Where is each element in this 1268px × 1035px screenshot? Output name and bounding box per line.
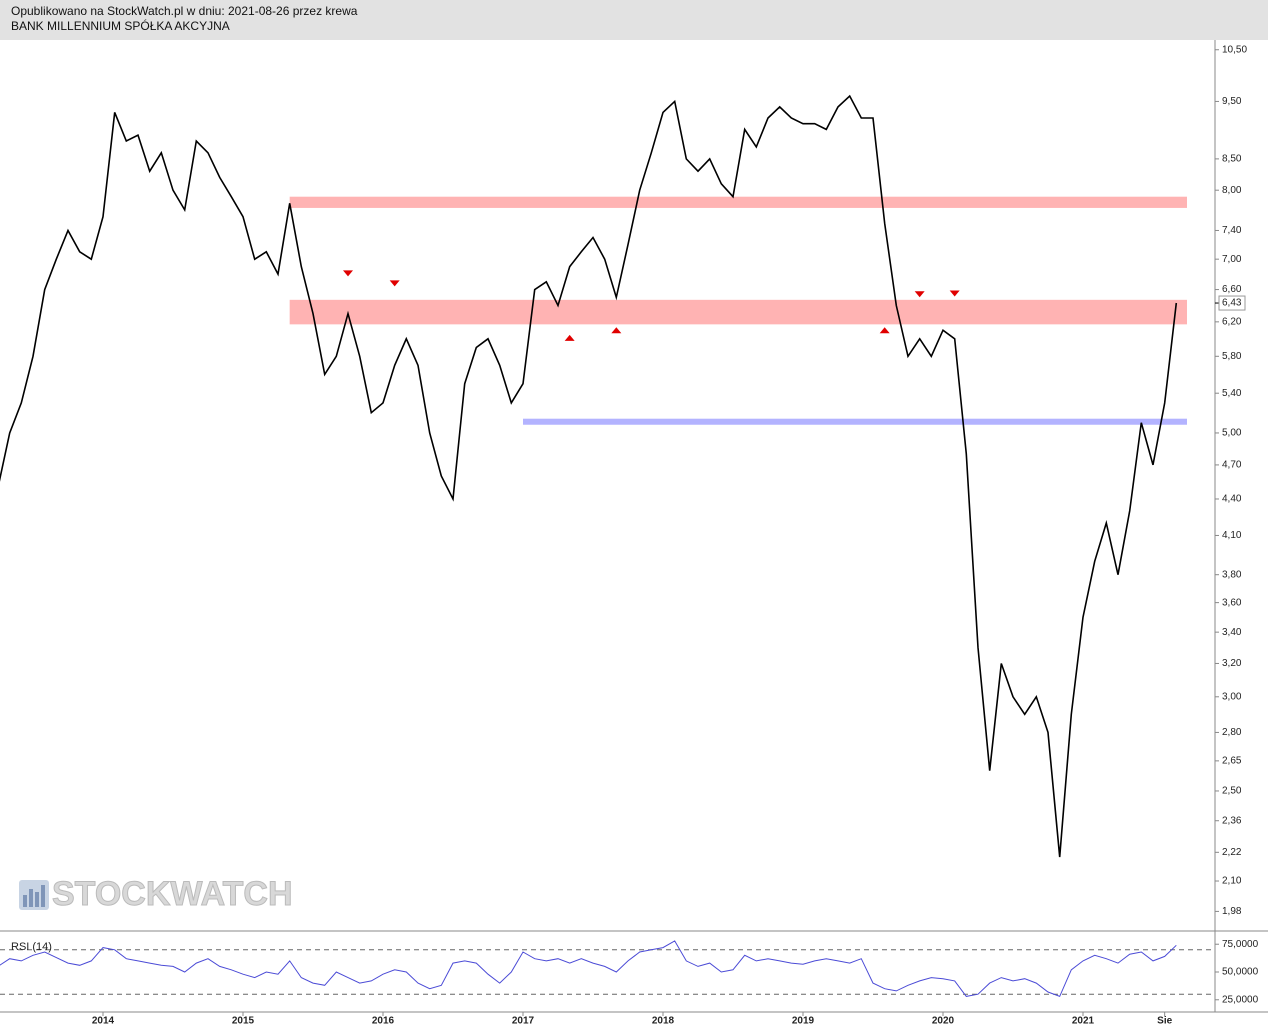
y-tick-label: 2,22	[1222, 847, 1242, 858]
signal-marker	[879, 327, 890, 334]
header-line: Opublikowano na StockWatch.pl w dniu: 20…	[11, 4, 358, 18]
last-price-box	[1218, 295, 1246, 311]
y-tick-label: 3,00	[1222, 691, 1242, 702]
watermark-text: STOCKWATCH	[52, 875, 293, 913]
y-tick-label: 3,60	[1222, 597, 1242, 608]
zone	[523, 418, 1187, 425]
x-tick-label: 2018	[652, 1016, 675, 1027]
y-tick-label: 25,0000	[1222, 994, 1259, 1005]
y-tick-label: 6,20	[1222, 316, 1242, 327]
x-tick-label: 2021	[1072, 1016, 1095, 1027]
signal-marker	[949, 290, 960, 297]
y-tick-label: 8,50	[1222, 154, 1242, 165]
y-tick-label: 75,0000	[1222, 939, 1259, 950]
y-tick-label: 1,98	[1222, 906, 1242, 917]
logo-bar	[41, 885, 45, 907]
y-tick-label: 7,40	[1222, 225, 1242, 236]
panel-title: RSI (14)	[11, 941, 52, 953]
zone	[289, 299, 1188, 325]
y-tick-label: 7,00	[1222, 254, 1242, 265]
logo-bar	[35, 892, 39, 907]
y-tick-label: 2,10	[1222, 876, 1242, 887]
y-tick-label: 4,70	[1222, 460, 1242, 471]
last-price-label: 6,43	[1222, 298, 1242, 309]
signal-marker	[611, 327, 622, 334]
y-tick-label: 50,0000	[1222, 967, 1259, 978]
signal-marker	[343, 270, 353, 277]
y-tick-label: 2,36	[1222, 815, 1242, 826]
y-tick-label: 3,40	[1222, 627, 1242, 638]
x-tick-label: 2016	[372, 1016, 395, 1027]
series-line	[0, 940, 1177, 998]
y-tick-label: 2,80	[1222, 727, 1242, 738]
y-tick-label: 4,40	[1222, 494, 1242, 505]
series-line	[0, 94, 1178, 858]
x-tick-label: 2014	[92, 1016, 115, 1027]
y-tick-label: 10,50	[1222, 44, 1247, 55]
signal-marker	[389, 280, 400, 287]
header-bg	[0, 0, 1268, 40]
y-tick-label: 8,00	[1222, 185, 1242, 196]
y-tick-label: 5,80	[1222, 351, 1242, 362]
zone	[289, 196, 1188, 208]
y-tick-label: 3,20	[1222, 658, 1242, 669]
signal-marker	[914, 291, 925, 298]
y-tick-label: 2,50	[1222, 786, 1242, 797]
y-tick-label: 9,50	[1222, 96, 1242, 107]
x-tick-label: Sie	[1157, 1016, 1172, 1027]
x-tick-label: 2019	[792, 1016, 815, 1027]
watermark: STOCKWATCH	[19, 874, 293, 913]
y-tick-label: 5,00	[1222, 428, 1242, 439]
header-line: BANK MILLENNIUM SPÓŁKA AKCYJNA	[11, 18, 230, 33]
y-tick-label: 5,40	[1222, 388, 1242, 399]
x-tick-label: 2017	[512, 1016, 535, 1027]
x-tick-label: 2015	[232, 1016, 255, 1027]
signal-marker	[564, 334, 575, 341]
x-tick-label: 2020	[932, 1016, 955, 1027]
y-tick-label: 3,80	[1222, 569, 1242, 580]
y-tick-label: 6,60	[1222, 284, 1242, 295]
logo-bar	[23, 895, 27, 907]
y-tick-label: 4,10	[1222, 530, 1242, 541]
y-tick-label: 2,65	[1222, 756, 1242, 767]
logo-bar	[29, 889, 33, 907]
